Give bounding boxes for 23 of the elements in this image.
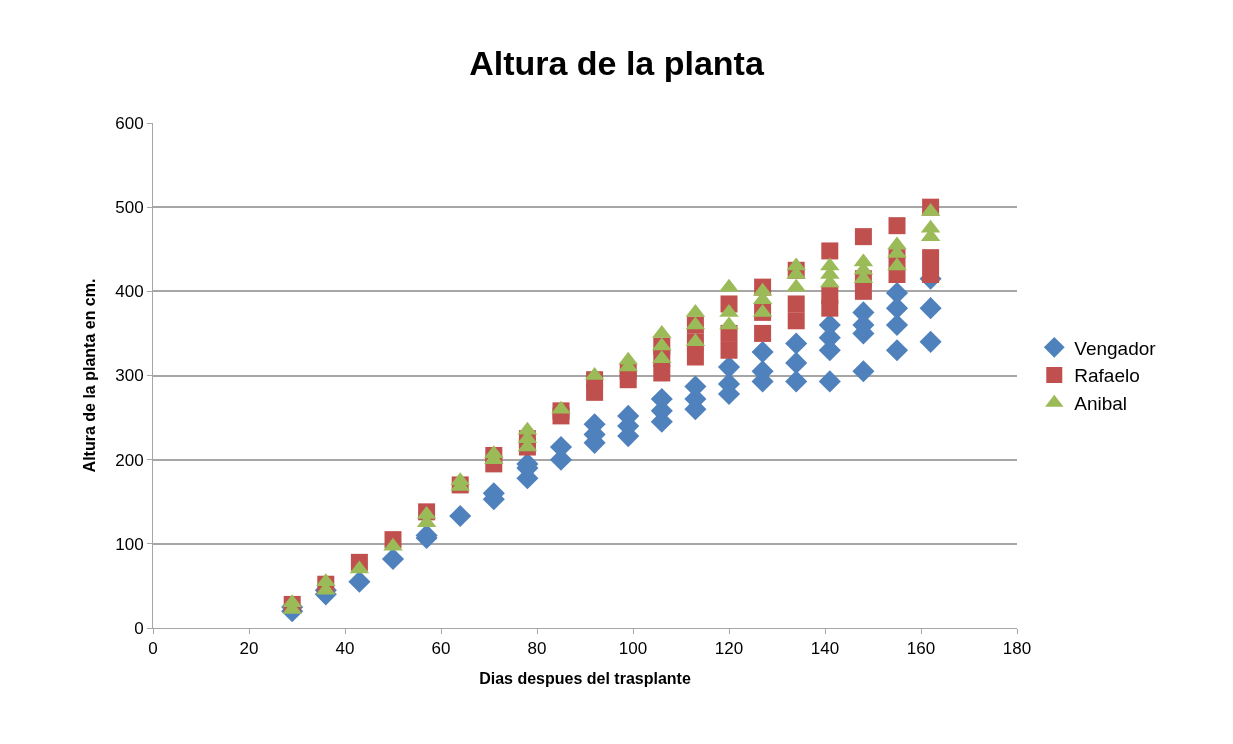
y-tick-label: 300 xyxy=(115,366,144,386)
y-axis-title: Altura de la planta en cm. xyxy=(81,278,99,473)
x-tick-label: 0 xyxy=(148,639,158,659)
x-tick-label: 160 xyxy=(906,639,936,659)
x-tick-label: 20 xyxy=(239,639,259,659)
x-tick-label: 120 xyxy=(714,639,744,659)
legend-label: Anibal xyxy=(1074,393,1128,415)
y-tick-label: 0 xyxy=(134,618,144,638)
x-tick-label: 180 xyxy=(1002,639,1032,659)
x-tick-label: 140 xyxy=(810,639,840,659)
chart-title: Altura de la planta xyxy=(469,44,765,83)
x-tick-label: 80 xyxy=(527,639,547,659)
y-tick-label: 200 xyxy=(115,450,144,470)
x-axis-title: Dias despues del trasplante xyxy=(479,670,691,688)
x-tick-label: 100 xyxy=(618,639,648,659)
x-tick-label: 40 xyxy=(335,639,355,659)
y-tick-label: 100 xyxy=(115,534,144,554)
legend-label: Rafaelo xyxy=(1074,365,1140,387)
legend-label: Vengador xyxy=(1074,337,1157,359)
x-tick-label: 60 xyxy=(431,639,451,659)
y-tick-label: 500 xyxy=(115,198,144,218)
y-tick-label: 600 xyxy=(115,113,144,133)
y-tick-label: 400 xyxy=(115,282,144,302)
